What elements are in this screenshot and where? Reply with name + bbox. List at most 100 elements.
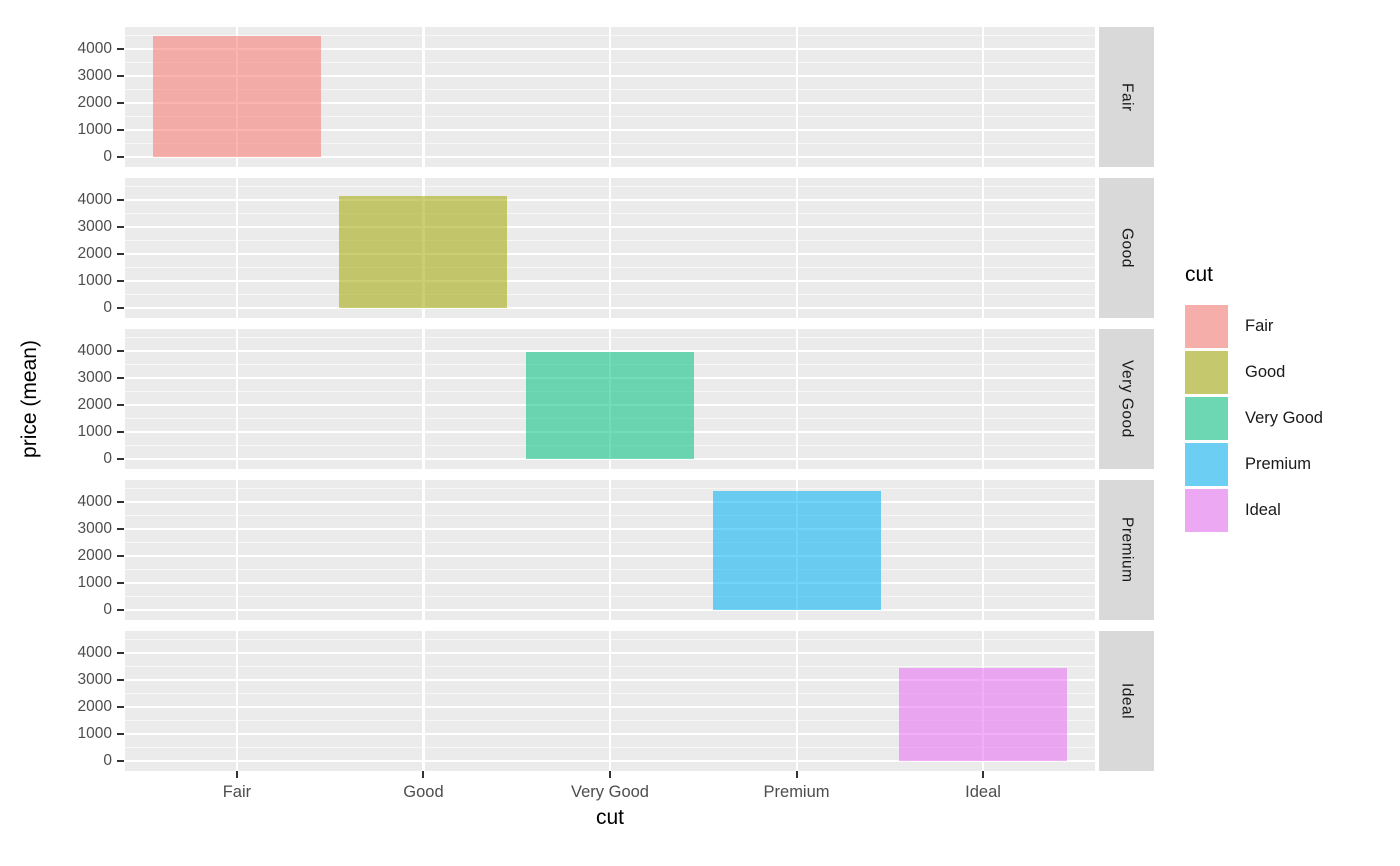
facet-panel-premium	[125, 480, 1095, 620]
y-tick-mark	[117, 226, 124, 228]
y-tick-mark	[117, 199, 124, 201]
y-tick-mark	[117, 528, 124, 530]
y-tick-label: 0	[103, 752, 112, 769]
legend-title: cut	[1185, 263, 1214, 286]
bar-good	[339, 195, 508, 308]
category-gridline	[609, 480, 612, 620]
legend-item-label: Good	[1245, 363, 1286, 381]
legend-item-ideal: Ideal	[1185, 489, 1323, 532]
y-tick-label: 3000	[77, 218, 112, 235]
y-tick-label: 4000	[77, 644, 112, 661]
y-tick-mark	[117, 501, 124, 503]
legend-key-fill	[1185, 443, 1228, 486]
category-gridline	[422, 480, 425, 620]
bar-fair	[152, 36, 321, 157]
legend-key-fill	[1185, 489, 1228, 532]
y-tick-label: 2000	[77, 245, 112, 262]
y-tick-mark	[117, 733, 124, 735]
y-tick-label: 2000	[77, 698, 112, 715]
bar-premium	[712, 491, 881, 610]
x-tick-mark	[609, 771, 611, 778]
legend-item-very-good: Very Good	[1185, 397, 1323, 440]
y-tick-label: 3000	[77, 520, 112, 537]
legend-key-fill	[1185, 397, 1228, 440]
facet-strip-label: Good	[1118, 228, 1136, 268]
y-tick-label: 4000	[77, 40, 112, 57]
category-gridline	[795, 631, 798, 771]
y-tick-mark	[117, 307, 124, 309]
y-tick-mark	[117, 253, 124, 255]
y-tick-mark	[117, 377, 124, 379]
y-tick-label: 0	[103, 450, 112, 467]
bar-ideal	[899, 667, 1068, 761]
x-tick-mark	[422, 771, 425, 778]
y-tick-label: 0	[103, 299, 112, 316]
category-gridline	[609, 178, 612, 318]
y-tick-mark	[117, 280, 124, 282]
y-tick-mark	[117, 350, 124, 352]
facet-strip-good: Good	[1099, 178, 1154, 318]
y-tick-mark	[117, 75, 124, 77]
legend-item-fair: Fair	[1185, 305, 1323, 348]
y-tick-mark	[117, 129, 124, 131]
facet-strip-fair: Fair	[1099, 27, 1154, 167]
legend-key-fill	[1185, 351, 1228, 394]
category-gridline	[235, 178, 239, 318]
legend-item-label: Premium	[1245, 455, 1312, 473]
facet-panel-fair	[125, 27, 1095, 167]
category-gridline	[982, 329, 985, 469]
y-tick-label: 2000	[77, 547, 112, 564]
bar-very-good	[526, 352, 694, 459]
y-tick-label: 2000	[77, 94, 112, 111]
category-gridline	[235, 480, 239, 620]
y-tick-mark	[117, 609, 124, 611]
facet-panel-good	[125, 178, 1095, 318]
legend-item-label: Fair	[1245, 317, 1274, 335]
category-gridline	[795, 329, 798, 469]
legend-item-label: Ideal	[1245, 501, 1281, 519]
facet-strip-label: Fair	[1118, 82, 1136, 112]
y-tick-mark	[117, 652, 124, 654]
category-gridline	[795, 27, 798, 167]
facet-strip-label: Ideal	[1118, 682, 1136, 720]
category-gridline	[235, 631, 239, 771]
y-tick-label: 4000	[77, 342, 112, 359]
x-tick-mark	[982, 771, 985, 778]
x-tick-label: Very Good	[571, 783, 649, 801]
category-gridline	[795, 178, 798, 318]
y-tick-mark	[117, 679, 124, 681]
y-tick-label: 0	[103, 601, 112, 618]
y-tick-mark	[117, 102, 124, 104]
y-tick-label: 1000	[77, 725, 112, 742]
y-tick-mark	[117, 156, 124, 158]
category-gridline	[982, 480, 985, 620]
legend-key-swatch	[1185, 397, 1228, 440]
y-tick-label: 4000	[77, 191, 112, 208]
y-tick-mark	[117, 582, 124, 584]
legend: cut Fair Good Very Good Premium Ideal	[1185, 263, 1323, 535]
x-tick-mark	[235, 771, 238, 778]
legend-items: Fair Good Very Good Premium Ideal	[1185, 305, 1323, 532]
legend-key-swatch	[1185, 305, 1228, 348]
y-tick-label: 3000	[77, 671, 112, 688]
y-tick-mark	[117, 458, 124, 460]
facet-strip-very-good: Very Good	[1099, 329, 1154, 469]
y-tick-label: 0	[103, 148, 112, 165]
legend-item-label: Very Good	[1245, 409, 1323, 427]
y-tick-mark	[117, 706, 124, 708]
legend-key-fill	[1185, 305, 1228, 348]
y-tick-label: 1000	[77, 574, 112, 591]
y-tick-mark	[117, 760, 124, 762]
y-tick-label: 3000	[77, 369, 112, 386]
category-gridline	[609, 27, 612, 167]
y-tick-mark	[117, 48, 124, 50]
y-tick-mark	[117, 404, 124, 406]
category-gridline	[422, 27, 425, 167]
x-tick-label: Good	[403, 783, 444, 801]
x-tick-label: Premium	[763, 783, 830, 801]
legend-key-swatch	[1185, 489, 1228, 532]
facet-strip-ideal: Ideal	[1099, 631, 1154, 771]
y-tick-label: 3000	[77, 67, 112, 84]
